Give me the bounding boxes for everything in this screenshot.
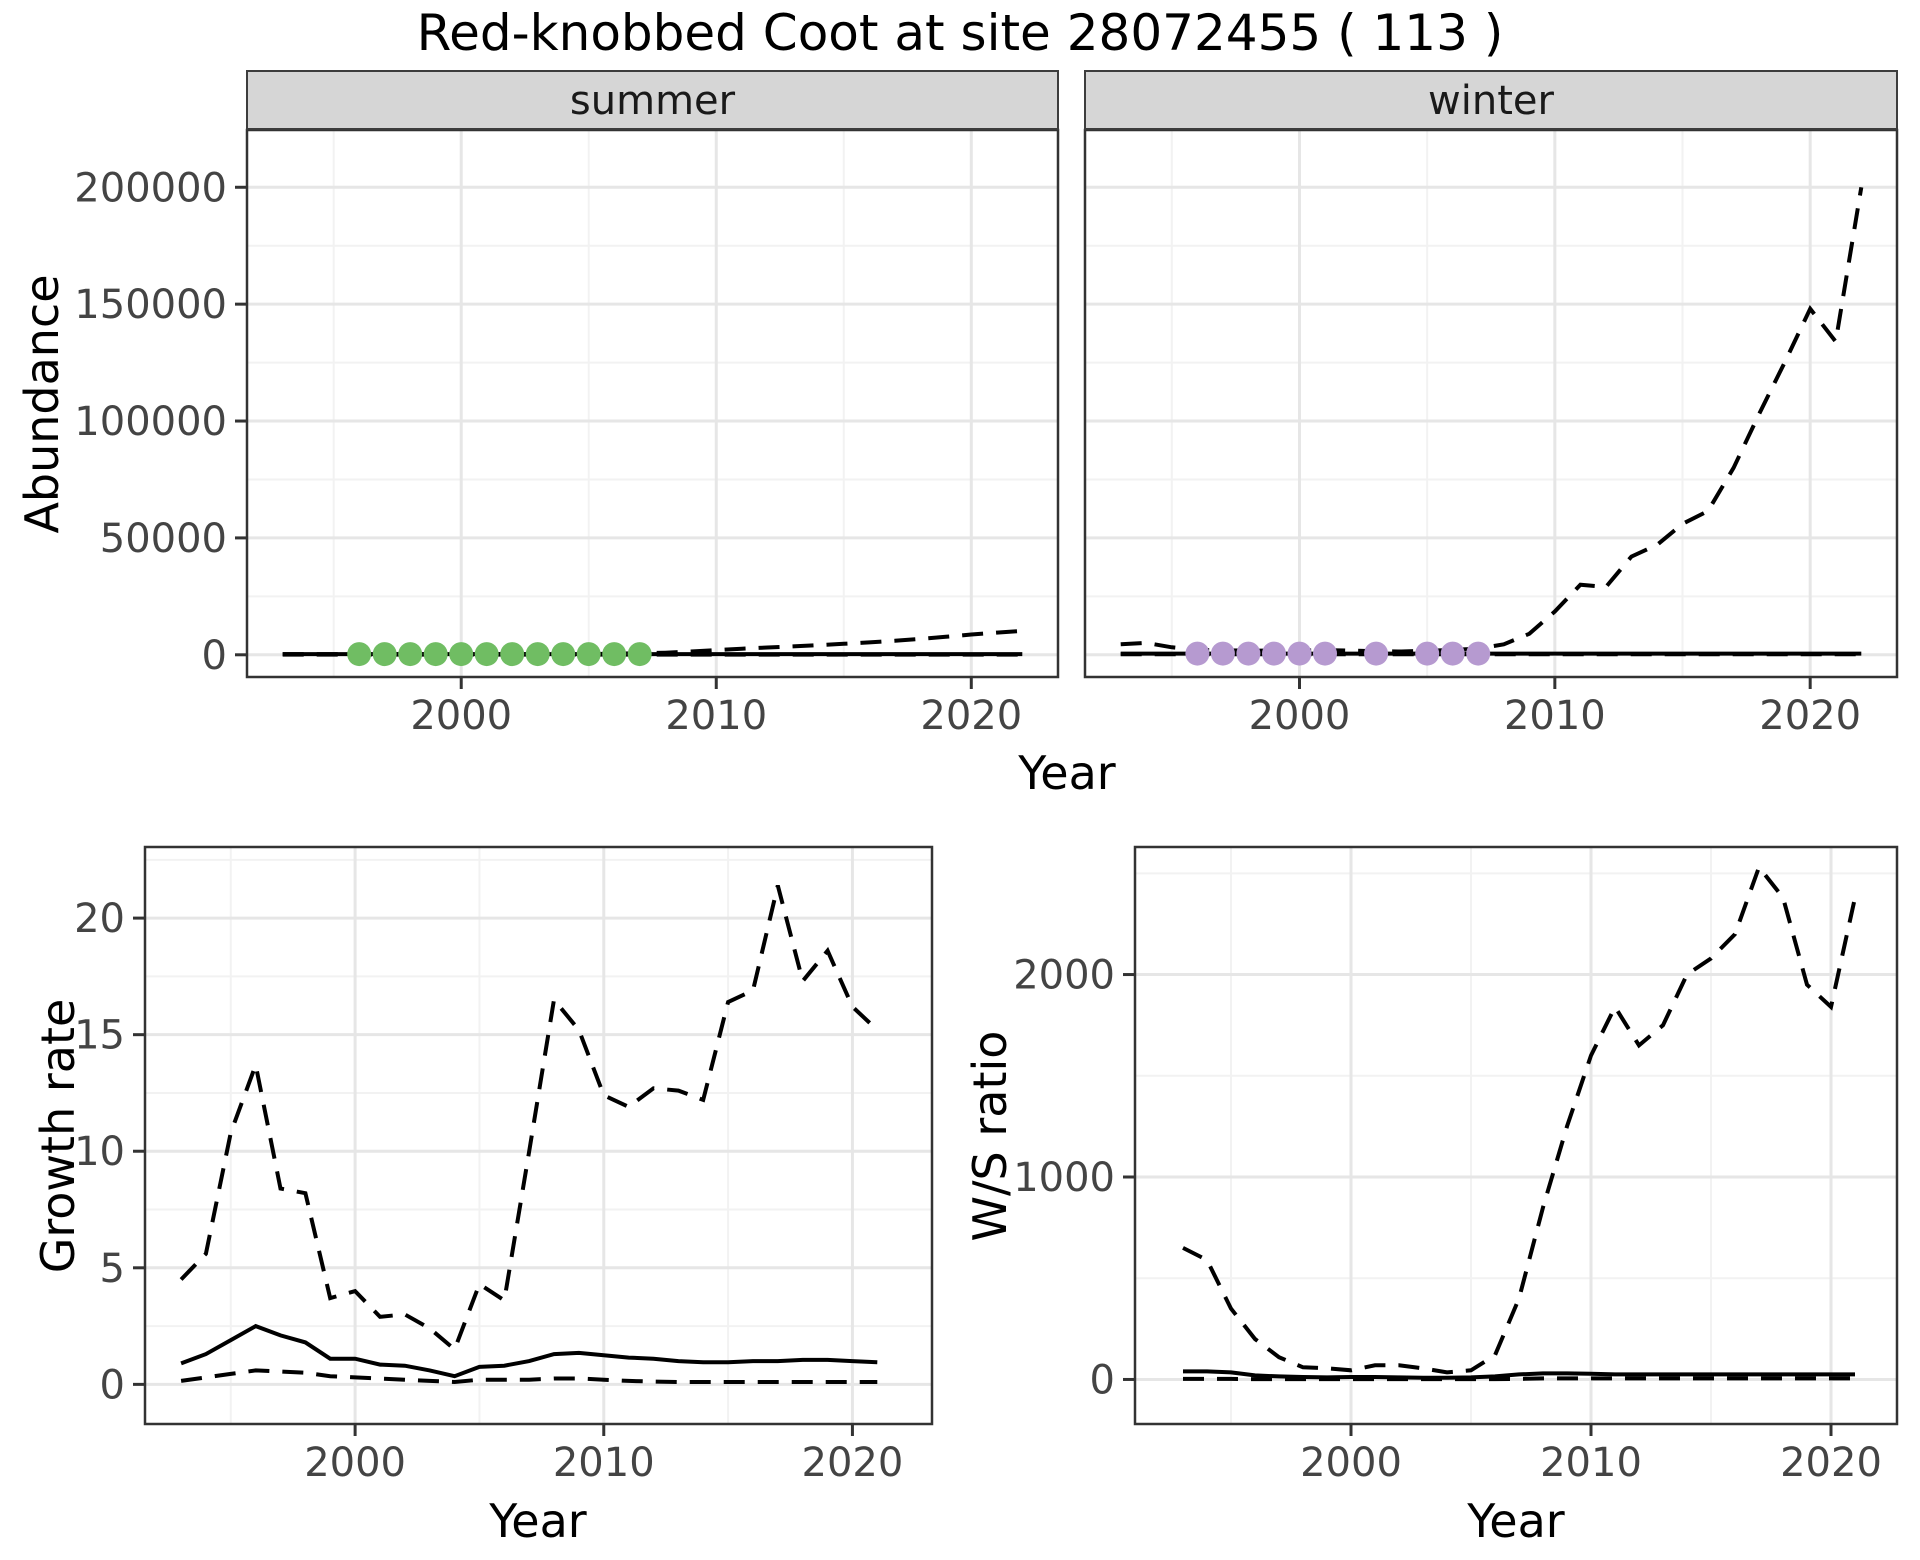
- summer-observation-point: [551, 642, 576, 667]
- facet-strip: [246, 70, 1059, 130]
- winter-observation-point: [1185, 641, 1210, 666]
- series-upper_ci: [179, 884, 879, 1353]
- summer-observation-point: [576, 642, 601, 667]
- y-tick-label: 15: [74, 1013, 125, 1059]
- y-axis-title-growth-rate: Growth rate: [31, 998, 85, 1274]
- series-lower_ci: [1183, 1376, 1855, 1382]
- y-tick-label: 0: [100, 1362, 125, 1408]
- facet-strip: [1084, 70, 1898, 130]
- x-tick-label: 2010: [1540, 1440, 1642, 1486]
- x-tick-label: 2000: [1249, 693, 1351, 739]
- x-tick-label: 2010: [665, 693, 767, 739]
- chart-title: Red-knobbed Coot at site 28072455 ( 113 …: [416, 4, 1504, 62]
- winter-observation-point: [1313, 641, 1337, 666]
- y-tick-label: 150000: [74, 282, 227, 328]
- x-tick-label: 2010: [1504, 693, 1606, 739]
- summer-observation-point: [449, 642, 474, 667]
- panel-border: [143, 845, 934, 1426]
- x-tick-label: 2000: [410, 693, 512, 739]
- y-tick-label: 5: [100, 1246, 125, 1292]
- panel-abundance_summer: summer 2000 2010 2020 0 50000 100000 150000 2000…: [74, 70, 1060, 739]
- facet-label-summer: summer: [570, 78, 736, 124]
- x-tick-label: 2020: [1759, 693, 1861, 739]
- y-tick-label: 10: [74, 1129, 125, 1175]
- panel-growth_rate: 2000 2010 2020 0 5 10 15 20: [74, 845, 934, 1486]
- series-upper_ci: [1120, 186, 1864, 654]
- y-tick-label: 0: [202, 633, 227, 679]
- x-axis-title-year-growth: Year: [489, 1494, 587, 1548]
- summer-observation-point: [347, 642, 372, 667]
- panel-ws_ratio: 2000 2010 2020 0 1000 2000: [1013, 845, 1899, 1486]
- winter-observation-point: [1262, 641, 1286, 666]
- y-tick-label: 50000: [100, 516, 227, 562]
- winter-observation-point: [1287, 641, 1312, 666]
- winter-observation-point: [1415, 641, 1440, 666]
- y-tick-label: 1000: [1013, 1155, 1115, 1201]
- winter-observation-point: [1364, 641, 1389, 666]
- y-tick-label: 20: [74, 896, 125, 942]
- y-tick-label: 0: [1090, 1357, 1115, 1403]
- y-tick-label: 200000: [74, 165, 227, 211]
- x-axis-title-year-top: Year: [1018, 746, 1116, 800]
- y-axis-title-ws-ratio: W/S ratio: [963, 1030, 1017, 1242]
- x-tick-label: 2000: [304, 1440, 406, 1486]
- panel-border: [1133, 845, 1899, 1426]
- summer-observation-point: [423, 642, 448, 667]
- facet-label-winter: winter: [1428, 78, 1554, 124]
- summer-observation-point: [602, 642, 627, 667]
- series-estimate: [180, 1323, 878, 1379]
- summer-observation-point: [372, 642, 397, 667]
- y-tick-label: 2000: [1013, 953, 1115, 999]
- y-axis-title-abundance: Abundance: [15, 274, 69, 534]
- series-upper_ci: [282, 628, 1023, 657]
- summer-observation-point: [500, 642, 525, 667]
- winter-observation-point: [1466, 641, 1491, 666]
- panel-abundance_winter: winter 2000 2010 2020: [1083, 70, 1899, 739]
- x-tick-label: 2020: [802, 1440, 904, 1486]
- x-tick-label: 2020: [1780, 1440, 1882, 1486]
- summer-observation-point: [474, 642, 499, 667]
- x-tick-label: 2020: [920, 693, 1022, 739]
- x-tick-label: 2000: [1300, 1440, 1402, 1486]
- winter-observation-point: [1440, 641, 1465, 666]
- series-estimate: [1183, 1369, 1855, 1380]
- summer-observation-point: [398, 642, 423, 667]
- series-upper_ci: [1182, 863, 1857, 1375]
- summer-observation-point: [627, 642, 652, 667]
- x-axis-title-year-ws: Year: [1467, 1494, 1565, 1548]
- summer-observation-point: [525, 642, 550, 667]
- winter-observation-point: [1210, 641, 1235, 666]
- series-lower_ci: [180, 1368, 878, 1385]
- x-tick-label: 2010: [553, 1440, 655, 1486]
- winter-observation-point: [1236, 641, 1261, 666]
- y-tick-label: 100000: [74, 399, 227, 445]
